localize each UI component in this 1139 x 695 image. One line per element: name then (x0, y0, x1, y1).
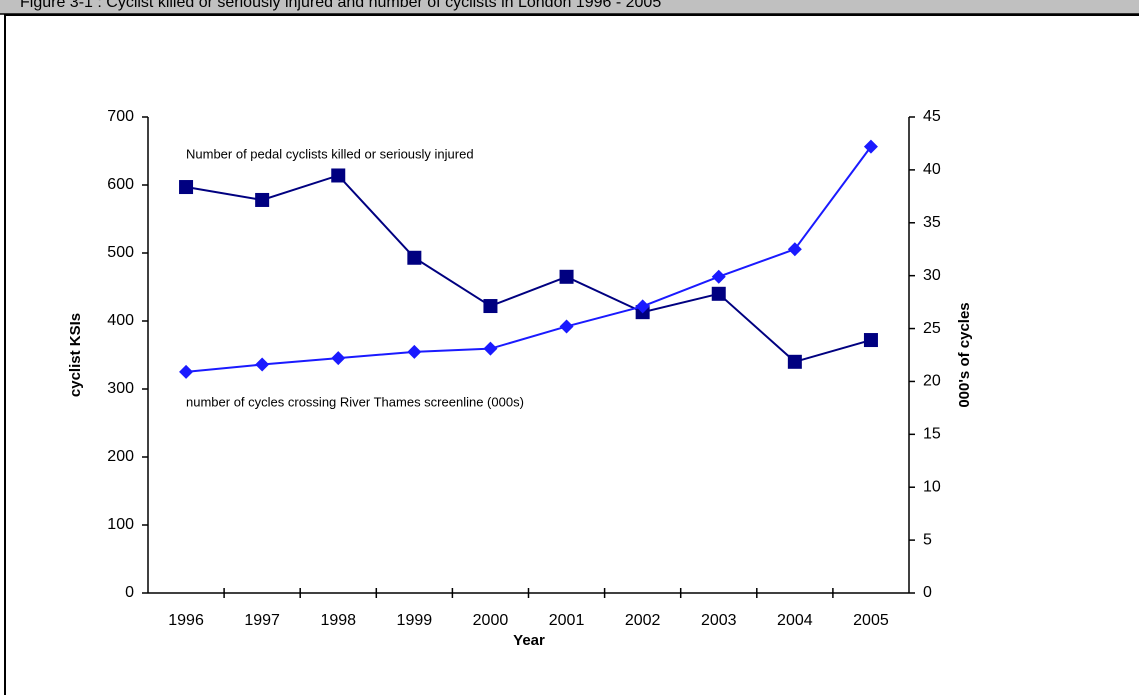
y2-tick-label: 15 (923, 426, 941, 443)
series-line (185, 174, 872, 363)
y2-tick-label: 45 (923, 108, 941, 125)
title-bar (0, 0, 1139, 14)
y-tick-label: 200 (107, 448, 134, 465)
marker-diamond (559, 319, 574, 334)
x-tick-label: 2000 (473, 612, 509, 629)
y-axis-title: cyclist KSIs (67, 313, 84, 397)
marker-diamond (863, 139, 878, 154)
y2-tick-label: 30 (923, 267, 941, 284)
marker-square (711, 286, 726, 301)
marker-square (483, 299, 498, 314)
marker-square (407, 250, 422, 265)
y-tick-label: 700 (107, 108, 134, 125)
marker-diamond (635, 299, 650, 314)
marker-square (559, 269, 574, 284)
x-tick-label: 1998 (320, 612, 356, 629)
marker-square (255, 192, 270, 207)
x-tick-label: 1999 (397, 612, 433, 629)
y-tick-label: 0 (125, 584, 134, 601)
y-tick-label: 300 (107, 380, 134, 397)
marker-diamond (711, 269, 726, 284)
x-tick-label: 1997 (244, 612, 280, 629)
x-tick-label: 2004 (777, 612, 813, 629)
y2-tick-label: 40 (923, 161, 941, 178)
y2-axis-title: 000's of cycles (956, 302, 973, 407)
y-tick-label: 400 (107, 312, 134, 329)
marker-diamond (331, 351, 346, 366)
marker-square (787, 354, 802, 369)
x-tick-label: 1996 (168, 612, 204, 629)
y2-tick-label: 0 (923, 584, 932, 601)
x-tick-label: 2001 (549, 612, 585, 629)
series-annotation: Number of pedal cyclists killed or serio… (186, 146, 474, 161)
marker-square (863, 333, 878, 348)
x-axis-title: Year (513, 632, 545, 649)
y2-tick-label: 35 (923, 214, 941, 231)
y2-tick-label: 20 (923, 373, 941, 390)
x-tick-label: 2003 (701, 612, 737, 629)
marker-diamond (255, 357, 270, 372)
y-tick-label: 600 (107, 176, 134, 193)
y2-tick-label: 25 (923, 320, 941, 337)
y-tick-label: 100 (107, 516, 134, 533)
y-tick-label: 500 (107, 244, 134, 261)
marker-diamond (483, 341, 498, 356)
x-tick-label: 2005 (853, 612, 889, 629)
chart-title: Figure 3-1 : Cyclist killed or seriously… (20, 0, 661, 11)
marker-diamond (787, 242, 802, 257)
x-tick-label: 2002 (625, 612, 661, 629)
series-annotation: number of cycles crossing River Thames s… (186, 394, 524, 409)
y2-tick-label: 10 (923, 478, 941, 495)
marker-diamond (407, 344, 422, 359)
marker-square (179, 180, 194, 195)
marker-square (331, 168, 346, 183)
series-line (185, 146, 872, 373)
chart-frame (4, 14, 1139, 695)
y2-tick-label: 5 (923, 531, 932, 548)
marker-diamond (179, 364, 194, 379)
